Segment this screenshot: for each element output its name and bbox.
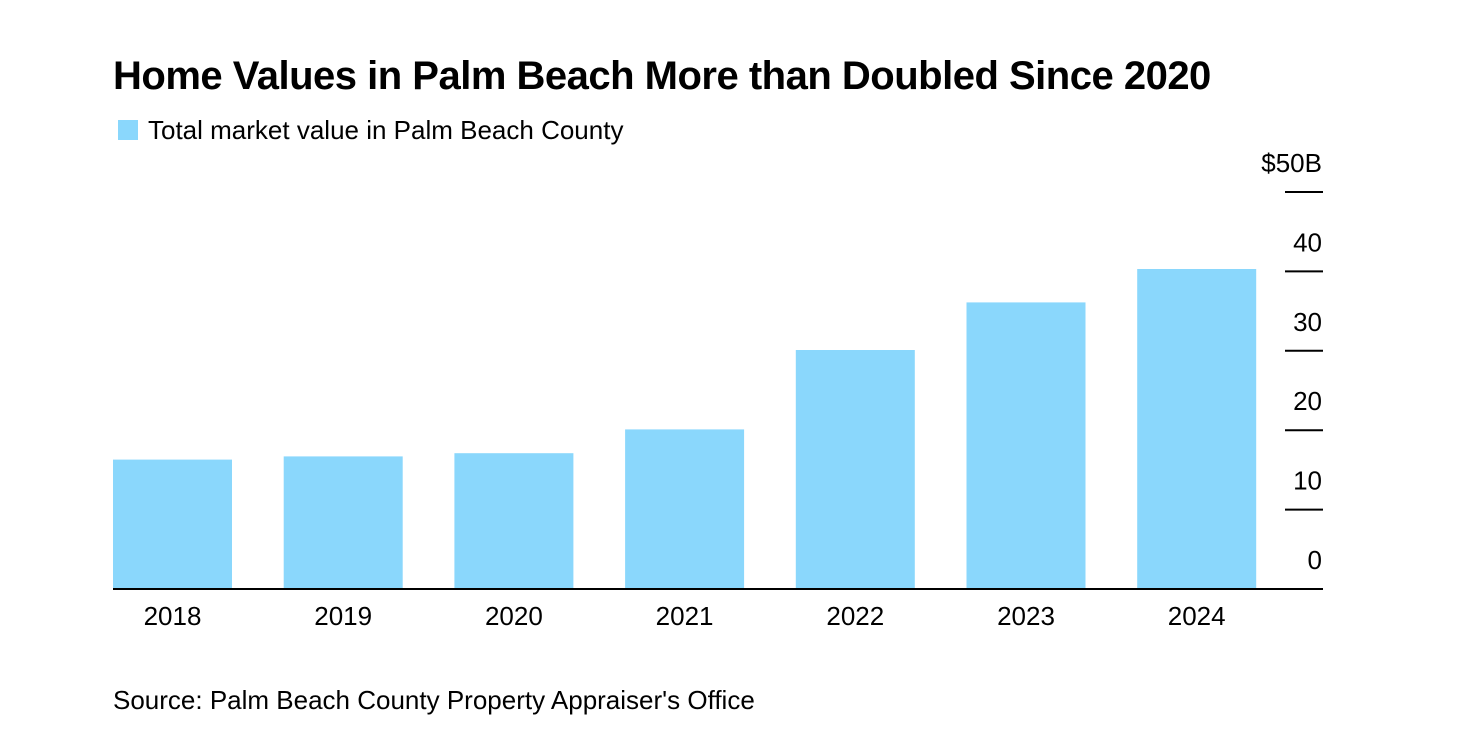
chart-title: Home Values in Palm Beach More than Doub… (113, 54, 1211, 98)
y-tick-label-0: 0 (1308, 545, 1322, 575)
y-tick-label-40: 40 (1293, 227, 1322, 257)
bar-2021 (625, 429, 745, 589)
x-tick-label-2020: 2020 (485, 601, 543, 631)
bar-2018 (113, 459, 232, 589)
bar-2024 (1137, 269, 1257, 589)
x-tick-label-2018: 2018 (144, 601, 202, 631)
y-tick-label-10: 10 (1293, 466, 1322, 496)
x-tick-label-2024: 2024 (1168, 601, 1226, 631)
bar-2020 (454, 453, 574, 589)
legend-swatch (118, 120, 138, 140)
bar-2019 (283, 456, 403, 589)
y-tick-label-30: 30 (1293, 307, 1322, 337)
y-axis: 0 10 20 30 40 $50B (1261, 148, 1323, 575)
legend: Total market value in Palm Beach County (118, 114, 623, 146)
x-tick-label-2019: 2019 (314, 601, 372, 631)
bar-2023 (966, 302, 1086, 589)
x-tick-label-2021: 2021 (656, 601, 714, 631)
source-note: Source: Palm Beach County Property Appra… (113, 685, 755, 715)
bars-group (113, 269, 1257, 589)
y-tick-label-50: $50B (1261, 148, 1322, 178)
x-tick-label-2022: 2022 (826, 601, 884, 631)
bar-2022 (795, 350, 915, 589)
y-tick-label-20: 20 (1293, 386, 1322, 416)
x-axis: 2018 2019 2020 2021 2022 2023 2024 (113, 588, 1323, 631)
x-tick-label-2023: 2023 (997, 601, 1055, 631)
legend-label: Total market value in Palm Beach County (148, 115, 624, 145)
